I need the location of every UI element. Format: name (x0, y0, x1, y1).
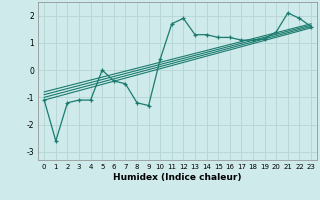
X-axis label: Humidex (Indice chaleur): Humidex (Indice chaleur) (113, 173, 242, 182)
